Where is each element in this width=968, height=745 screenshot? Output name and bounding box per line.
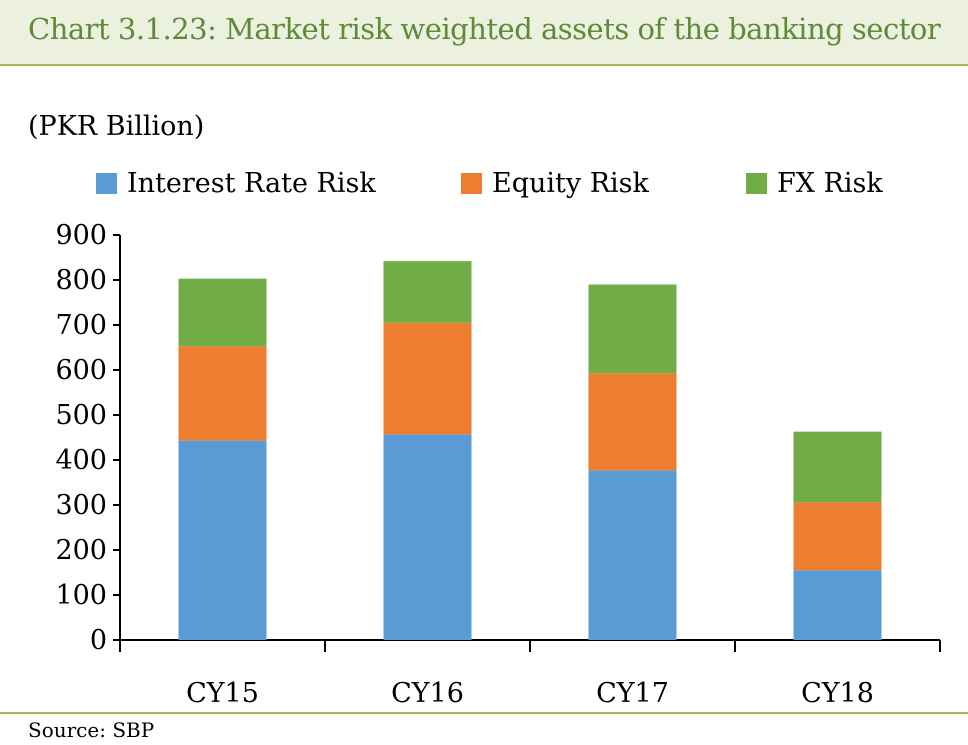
y-tick-label: 0 — [90, 625, 107, 656]
bar-segment-fx-risk — [178, 278, 267, 347]
bar-segment-interest-rate-risk — [383, 434, 472, 640]
legend-label-interest-rate-risk: Interest Rate Risk — [127, 167, 376, 199]
chart-legend: Interest Rate Risk Equity Risk FX Risk — [0, 163, 968, 203]
legend-item-interest-rate-risk: Interest Rate Risk — [96, 163, 376, 203]
x-category-label: CY18 — [801, 678, 874, 709]
bar-segment-equity-risk — [793, 502, 882, 571]
legend-label-fx-risk: FX Risk — [777, 167, 883, 199]
bar-segment-equity-risk — [383, 322, 472, 435]
x-category-label: CY17 — [596, 678, 669, 709]
legend-swatch-equity-risk — [461, 172, 482, 194]
y-tick-label: 400 — [55, 445, 107, 476]
y-tick-label: 300 — [55, 490, 107, 521]
legend-item-equity-risk: Equity Risk — [461, 163, 649, 203]
bar-segment-equity-risk — [588, 373, 677, 471]
bar-segment-equity-risk — [178, 346, 267, 441]
y-tick-label: 600 — [55, 355, 107, 386]
bar-segment-fx-risk — [588, 284, 677, 374]
x-category-label: CY15 — [186, 678, 259, 709]
chart-footer: Source: SBP — [0, 712, 968, 745]
bar-segment-interest-rate-risk — [588, 470, 677, 640]
chart-header: Chart 3.1.23: Market risk weighted asset… — [0, 0, 968, 66]
y-tick-label: 700 — [55, 310, 107, 341]
legend-swatch-interest-rate-risk — [96, 172, 117, 194]
chart-title: Chart 3.1.23: Market risk weighted asset… — [28, 12, 941, 46]
bar-segment-interest-rate-risk — [793, 570, 882, 640]
bar-segment-fx-risk — [793, 431, 882, 503]
y-tick-label: 800 — [55, 265, 107, 296]
legend-swatch-fx-risk — [746, 172, 767, 194]
bar-segment-interest-rate-risk — [178, 440, 267, 640]
y-tick-label: 100 — [55, 580, 107, 611]
legend-item-fx-risk: FX Risk — [746, 163, 883, 203]
y-tick-label: 500 — [55, 400, 107, 431]
y-tick-label: 900 — [55, 220, 107, 251]
x-category-label: CY16 — [391, 678, 464, 709]
source-note: Source: SBP — [28, 718, 155, 742]
y-tick-label: 200 — [55, 535, 107, 566]
stacked-bar-chart: 0 100 200 300 400 500 600 700 800 900 CY15 CY16 CY17… — [55, 220, 941, 709]
y-axis-unit-label: (PKR Billion) — [28, 111, 205, 142]
legend-label-equity-risk: Equity Risk — [492, 167, 649, 199]
bar-segment-fx-risk — [383, 261, 472, 323]
